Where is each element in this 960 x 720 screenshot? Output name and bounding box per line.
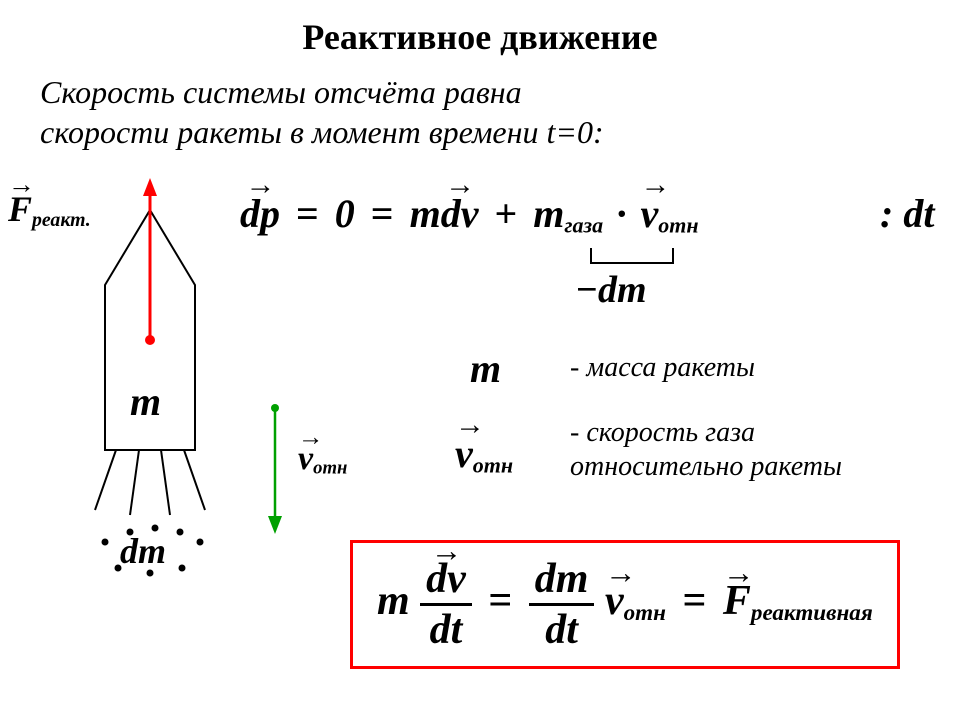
equation-momentum: dp = 0 = mdv + mгаза · vотн bbox=[240, 190, 699, 239]
bracket-icon bbox=[590, 248, 674, 264]
subtitle-line1: Скорость системы отсчёта равна bbox=[40, 74, 522, 110]
legend-v-desc: - скорость газа относительно ракеты bbox=[570, 416, 842, 483]
subtitle: Скорость системы отсчёта равна скорости … bbox=[40, 72, 604, 152]
legend-v-symbol: vотн bbox=[455, 430, 513, 479]
subtitle-line2: скорости ракеты в момент времени t=0: bbox=[40, 114, 604, 150]
arrow-force-icon bbox=[143, 178, 157, 345]
slide-root: Реактивное движение Скорость системы отс… bbox=[0, 0, 960, 720]
legend-m-symbol: m bbox=[470, 345, 501, 392]
rocket-mass-label: m bbox=[130, 378, 161, 425]
equation-final: m dv dt = dm dt vотн = Fреактивная bbox=[377, 557, 873, 652]
dm-label: dm bbox=[120, 530, 166, 572]
page-title: Реактивное движение bbox=[0, 16, 960, 58]
divide-dt-label: : dt bbox=[880, 190, 934, 237]
arrow-velocity-icon bbox=[255, 400, 295, 540]
equation-final-box: m dv dt = dm dt vотн = Fреактивная bbox=[350, 540, 900, 669]
force-label: Fреакт. bbox=[8, 188, 91, 232]
minus-dm-label: −dm bbox=[575, 268, 647, 312]
legend-m-desc: - масса ракеты bbox=[570, 352, 755, 384]
v-otn-arrow-label: vотн bbox=[298, 440, 347, 480]
